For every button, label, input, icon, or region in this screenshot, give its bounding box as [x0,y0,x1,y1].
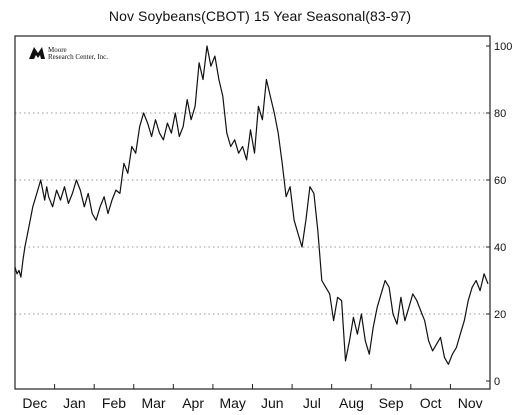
series-line-0 [14,45,489,365]
x-tick-label-apr: Apr [182,395,204,411]
x-tick-label-may: May [219,395,245,411]
x-tick-label-aug: Aug [339,395,364,411]
x-tick-label-sep: Sep [379,395,404,411]
x-tick-label-dec: Dec [22,395,47,411]
y-tick-label-60: 60 [494,175,506,187]
y-tick-label-40: 40 [494,242,506,254]
y-tick-label-80: 80 [494,108,506,120]
logo-mark-icon [29,47,45,59]
x-tick-label-jul: Jul [303,395,321,411]
y-ticks: 0 20 40 60 80 100 [486,41,512,388]
logo-line-2: Research Center, Inc. [48,53,108,61]
x-tick-label-mar: Mar [141,395,165,411]
plot-frame [14,35,491,390]
y-tick-label-100: 100 [494,41,512,53]
x-tick-label-oct: Oct [420,395,442,411]
logo-line-1: Moore [48,46,67,54]
moore-logo: Moore Research Center, Inc. [29,46,108,61]
y-tick-label-0: 0 [494,376,500,388]
y-tick-label-20: 20 [494,309,506,321]
x-tick-label-jun: Jun [261,395,284,411]
x-tick-label-nov: Nov [458,395,483,411]
x-tick-label-feb: Feb [102,395,126,411]
series-group [14,45,489,365]
x-tick-label-jan: Jan [63,395,86,411]
chart-title: Nov Soybeans(CBOT) 15 Year Seasonal(83-9… [108,8,412,24]
x-ticks: Dec Jan Feb Mar Apr May Jun Jul Aug Sep Oct Nov [14,384,491,411]
